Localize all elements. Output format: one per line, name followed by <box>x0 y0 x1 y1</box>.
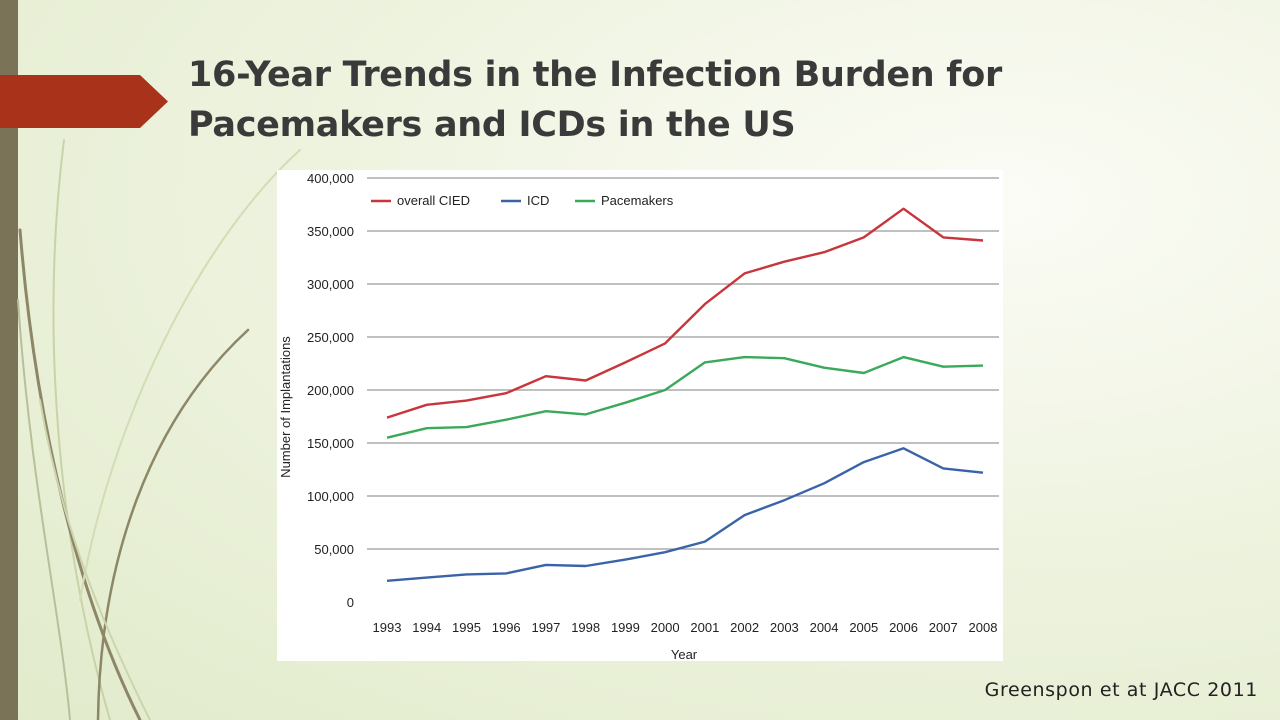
legend-label: Pacemakers <box>601 193 674 208</box>
x-tick-label: 2008 <box>969 620 998 635</box>
left-sidebar-bar <box>0 0 18 720</box>
y-tick-label: 400,000 <box>307 171 354 186</box>
y-axis-label: Number of Implantations <box>278 336 293 478</box>
x-axis-label: Year <box>671 647 698 661</box>
x-tick-label: 1996 <box>492 620 521 635</box>
legend-label: overall CIED <box>397 193 470 208</box>
slide-title-line-1: 16-Year Trends in the Infection Burden f… <box>188 55 1002 95</box>
title-accent-arrow <box>0 75 168 128</box>
legend-item: ICD <box>501 193 549 208</box>
y-tick-label: 50,000 <box>314 542 354 557</box>
x-tick-label: 1993 <box>373 620 402 635</box>
y-tick-label: 0 <box>347 595 354 610</box>
y-tick-label: 150,000 <box>307 436 354 451</box>
chart-panel: 0 50,000 100,000 150,000 200,000 250,000 300,0… <box>277 170 1003 661</box>
slide-title-line-2: Pacemakers and ICDs in the US <box>188 105 796 145</box>
x-tick-label: 1999 <box>611 620 640 635</box>
x-tick-label: 2007 <box>929 620 958 635</box>
x-tick-label: 2006 <box>889 620 918 635</box>
x-tick-label: 2003 <box>770 620 799 635</box>
x-tick-label: 1995 <box>452 620 481 635</box>
citation-text: Greenspon et at JACC 2011 <box>984 679 1258 701</box>
legend-label: ICD <box>527 193 549 208</box>
decorative-grass-lines <box>17 139 301 720</box>
x-tick-label: 1998 <box>571 620 600 635</box>
series-line-overall-cied <box>386 207 984 419</box>
x-tick-label: 2001 <box>690 620 719 635</box>
x-tick-label: 2000 <box>651 620 680 635</box>
slide-title: 16-Year Trends in the Infection Burden f… <box>188 50 1168 150</box>
implantations-line-chart: 0 50,000 100,000 150,000 200,000 250,000 300,0… <box>278 171 999 661</box>
x-tick-label: 2002 <box>730 620 759 635</box>
y-tick-label: 350,000 <box>307 224 354 239</box>
x-tick-label: 1994 <box>412 620 441 635</box>
y-tick-label: 300,000 <box>307 277 354 292</box>
series-line-pacemakers <box>386 355 984 439</box>
series-line-icd <box>386 447 984 582</box>
legend-item: Pacemakers <box>575 193 674 208</box>
x-tick-label: 2005 <box>849 620 878 635</box>
y-tick-label: 200,000 <box>307 383 354 398</box>
x-tick-label: 1997 <box>531 620 560 635</box>
legend-item: overall CIED <box>371 193 470 208</box>
y-tick-label: 100,000 <box>307 489 354 504</box>
y-tick-label: 250,000 <box>307 330 354 345</box>
x-tick-label: 2004 <box>810 620 839 635</box>
